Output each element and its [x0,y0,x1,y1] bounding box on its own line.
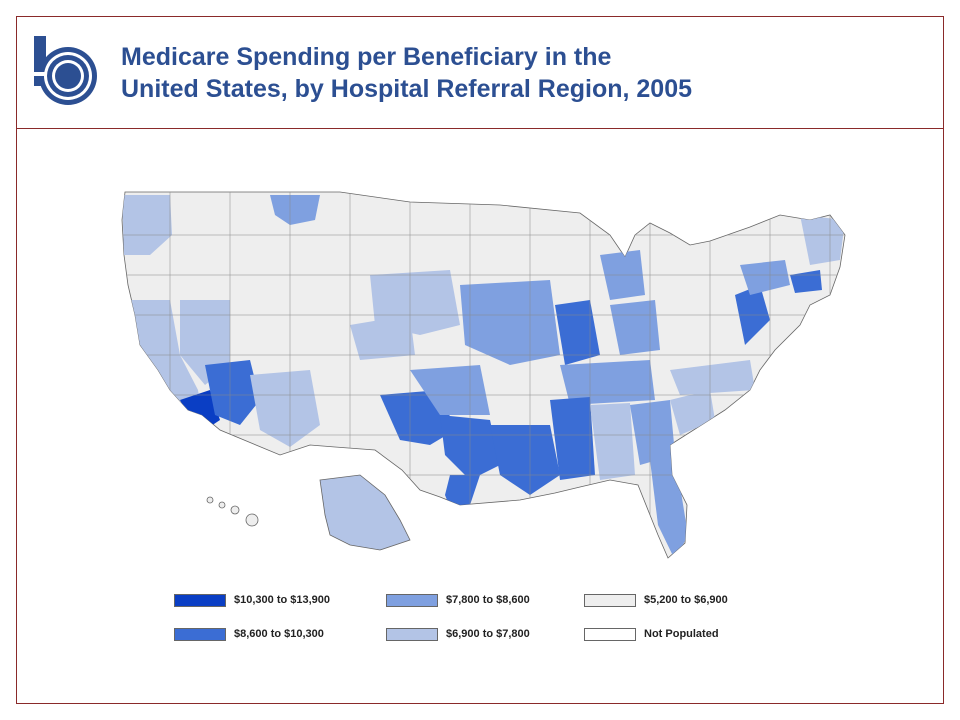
legend-item-3: $6,900 to $7,800 [386,626,530,642]
dartmouth-atlas-logo-icon [34,36,97,105]
legend-item-0: $10,300 to $13,900 [174,592,330,608]
us-choropleth-map [121,191,846,559]
region-north-carolina [670,360,755,395]
hawaii-island-1 [206,496,214,504]
region-midwest [460,280,560,365]
region-arizona [250,370,320,447]
region-great-plains [370,270,460,335]
region-boundaries [122,192,845,558]
title-line-2: United States, by Hospital Referral Regi… [121,75,692,103]
legend-label: $5,200 to $6,900 [644,594,728,606]
region-ohio [610,300,660,355]
hawaii-island-3 [230,505,240,515]
legend-swatch [386,593,438,607]
legend-label: $8,600 to $10,300 [234,628,324,640]
legend-item-5: Not Populated [584,626,719,642]
legend-swatch [174,593,226,607]
region-maine [800,215,845,265]
region-massachusetts [790,270,822,293]
title-line-1: Medicare Spending per Beneficiary in the [121,43,612,71]
header-divider [16,128,944,129]
legend-swatch [174,627,226,641]
region-fills [122,195,845,558]
region-illinois [555,300,600,365]
region-california-coast [130,300,202,415]
region-new-york [740,260,790,295]
region-mississippi [550,397,595,480]
hawaii-island-4 [245,513,259,527]
region-idaho-north [270,195,320,225]
legend-label: $7,800 to $8,600 [446,594,530,606]
legend-label: $6,900 to $7,800 [446,628,530,640]
region-south-texas [448,510,472,553]
legend-swatch [584,593,636,607]
region-northwest-coast [122,195,172,255]
boundary-lines-horizontal [122,234,845,476]
legend-item-2: $7,800 to $8,600 [386,592,530,608]
region-tennessee [560,360,655,405]
legend-label: $10,300 to $13,900 [234,594,331,606]
slide-title: Medicare Spending per Beneficiary in the… [121,41,692,105]
legend-item-1: $8,600 to $10,300 [174,626,324,642]
legend-swatch [584,627,636,641]
region-southern-california [205,360,260,425]
legend-item-4: $5,200 to $6,900 [584,592,728,608]
legend-swatch [386,627,438,641]
region-georgia [630,400,675,465]
region-los-angeles [180,390,220,430]
hawaii-islands [206,496,259,527]
legend-label: Not Populated [644,628,719,640]
region-louisiana [490,425,560,495]
region-alabama [590,403,635,480]
alaska-outline [319,474,411,551]
map-legend: $10,300 to $13,900 $8,600 to $10,300 $7,… [174,592,774,652]
hawaii-island-2 [218,501,226,509]
